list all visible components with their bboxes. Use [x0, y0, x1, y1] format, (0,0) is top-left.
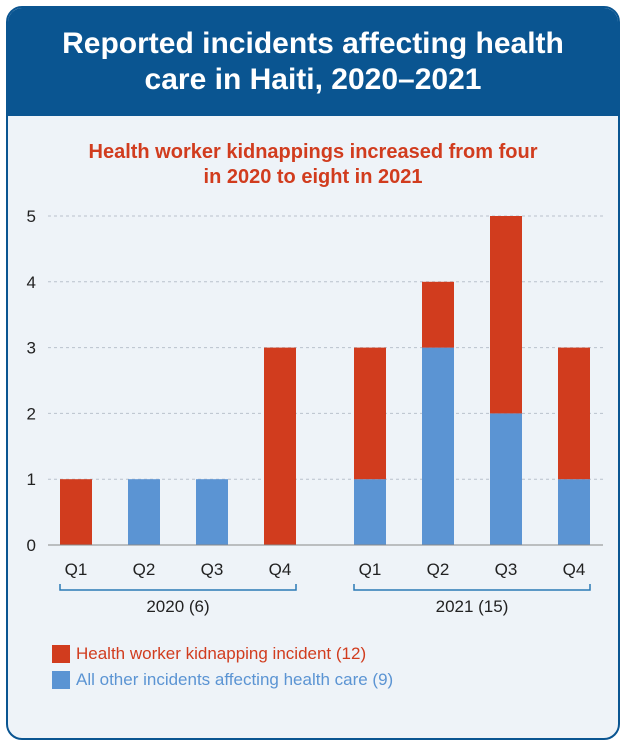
x-tick-label: Q2: [133, 560, 156, 579]
group-bracket: [59, 584, 297, 591]
x-tick-label: Q3: [201, 560, 224, 579]
bar-segment-other: [354, 479, 386, 545]
bar-segment-kidnapping: [264, 347, 296, 545]
legend: Health worker kidnapping incident (12) A…: [52, 641, 393, 693]
subtitle-line-1: Health worker kidnappings increased from…: [88, 141, 538, 163]
bar-segment-other: [128, 479, 160, 545]
chart-subtitle: Health worker kidnappings increased from…: [8, 140, 618, 190]
x-tick-label: Q1: [359, 560, 382, 579]
group-label: 2021 (15): [436, 597, 509, 616]
chart-card: Reported incidents affecting health care…: [6, 6, 620, 740]
y-tick-label: 2: [27, 404, 36, 423]
chart-title: Reported incidents affecting health care…: [62, 27, 564, 96]
header-banner: Reported incidents affecting health care…: [8, 8, 618, 116]
bar-segment-other: [558, 479, 590, 545]
bar-segment-other: [196, 479, 228, 545]
bar-segment-kidnapping: [558, 347, 590, 480]
x-tick-label: Q1: [65, 560, 88, 579]
bar-segment-kidnapping: [60, 479, 92, 545]
bars: [60, 216, 590, 545]
axes: 0 1 2 3 4 5 Q1 Q2 Q3 Q4 Q1 Q2 Q3 Q4 2020 (6) 2021 (15): [27, 207, 603, 616]
group-bracket: [353, 584, 591, 591]
bar-segment-other: [490, 413, 522, 545]
bar-chart: 0 1 2 3 4 5 Q1 Q2 Q3 Q4 Q1 Q2 Q3 Q4 2020 (6) 2021 (15): [27, 207, 603, 616]
y-tick-label: 4: [27, 273, 36, 292]
legend-label-other: All other incidents affecting health car…: [76, 670, 394, 689]
bar-segment-kidnapping: [422, 281, 454, 348]
legend-swatch-other: [52, 671, 70, 689]
x-tick-label: Q4: [269, 560, 292, 579]
y-tick-label: 3: [27, 339, 36, 358]
legend-item-kidnapping: Health worker kidnapping incident (12): [52, 641, 393, 667]
subtitle-line-2: in 2020 to eight in 2021: [203, 166, 423, 188]
legend-swatch-kidnapping: [52, 645, 70, 663]
legend-label-kidnapping: Health worker kidnapping incident (12): [76, 644, 367, 663]
legend-item-other: All other incidents affecting health car…: [52, 667, 393, 693]
bar-segment-kidnapping: [490, 216, 522, 414]
bar-segment-kidnapping: [354, 347, 386, 480]
y-tick-label: 0: [27, 536, 36, 555]
bar-segment-other: [422, 347, 454, 545]
y-tick-label: 5: [27, 207, 36, 226]
y-tick-label: 1: [27, 470, 36, 489]
x-tick-label: Q4: [563, 560, 586, 579]
group-label: 2020 (6): [146, 597, 209, 616]
x-tick-label: Q3: [495, 560, 518, 579]
x-tick-label: Q2: [427, 560, 450, 579]
